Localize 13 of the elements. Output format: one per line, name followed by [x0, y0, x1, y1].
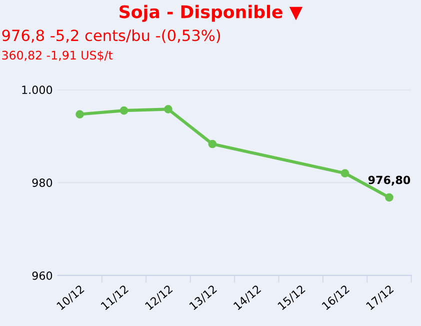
y-tick-label: 980: [32, 178, 52, 187]
text: 360,82 -1,91 US$/t: [2, 50, 113, 62]
point: [164, 104, 172, 114]
y-tick-label: 1.000: [22, 86, 52, 94]
point: [76, 110, 84, 118]
y-tick-label: 960: [32, 271, 52, 280]
point: [120, 106, 128, 115]
chart-title: Soja - Disponible ▼: [120, 4, 303, 22]
data-label: 976,80: [368, 176, 410, 186]
point: [340, 169, 350, 178]
chart-subtitle: 976,8 -5,2 cents/bu -(0,53%): [2, 29, 220, 43]
point: [208, 140, 217, 148]
point: [385, 193, 394, 202]
